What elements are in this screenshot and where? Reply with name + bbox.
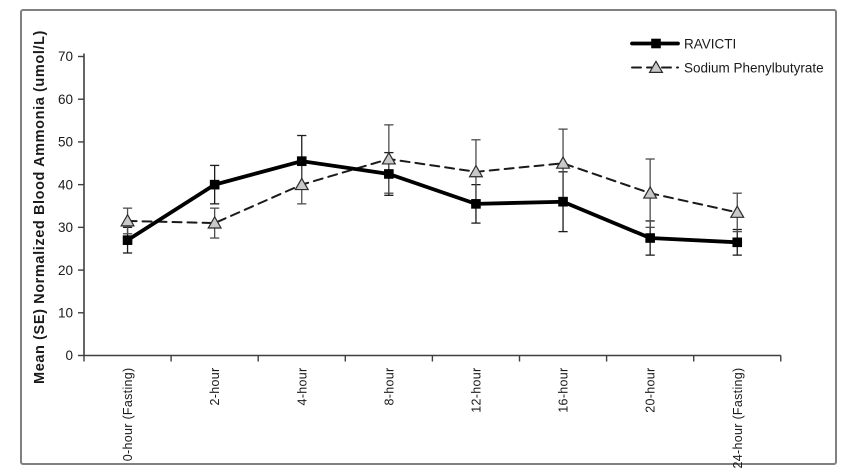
ravicti-marker — [209, 179, 220, 190]
sodium-phenylbutyrate-marker — [381, 151, 397, 165]
y-tick-label: 10 — [58, 305, 73, 320]
y-tick-label: 40 — [58, 177, 73, 192]
sodium-phenylbutyrate-marker — [207, 215, 223, 229]
y-tick-label: 70 — [58, 49, 73, 64]
x-category-label: 24-hour (Fasting) — [731, 368, 745, 469]
ravicti-line — [125, 159, 740, 245]
sodium-phenylbutyrate-line — [126, 157, 739, 225]
y-tick-label: 0 — [65, 348, 73, 363]
sodium-phenylbutyrate-marker — [642, 185, 658, 199]
y-tick-label: 20 — [58, 263, 73, 278]
y-axis-title: Mean (SE) Normalized Blood Ammonia (umol… — [32, 30, 48, 384]
x-category-label: 0-hour (Fasting) — [121, 368, 135, 462]
legend-item-sodium-phenylbutyrate: Sodium Phenylbutyrate — [631, 60, 824, 76]
ravicti-marker — [645, 233, 655, 243]
sodium-phenylbutyrate-marker — [294, 177, 310, 191]
sodium-phenylbutyrate-marker — [729, 205, 745, 218]
ravicti-marker — [558, 196, 568, 207]
y-tick-label: 50 — [58, 135, 73, 150]
x-category-label: 16-hour — [557, 368, 571, 413]
figure-border — [20, 9, 837, 465]
y-tick-label: 30 — [58, 220, 73, 235]
sodium-phenylbutyrate-marker — [555, 155, 571, 169]
legend-item-ravicti: RAVICTI — [630, 37, 736, 52]
sodium-phenylbutyrate-marker — [468, 164, 484, 178]
legend-label: RAVICTI — [684, 37, 736, 52]
legend: RAVICTI Sodium Phenylbutyrate — [630, 37, 824, 76]
sodium-phenylbutyrate-markers — [120, 151, 745, 229]
ravicti-marker — [384, 169, 394, 179]
ravicti-markers — [122, 156, 743, 248]
sodium-phenylbutyrate-marker — [120, 213, 135, 227]
ravicti-marker — [471, 199, 481, 209]
x-category-label: 12-hour — [469, 368, 483, 413]
ravicti-marker — [122, 235, 133, 245]
sodium-phenylbutyrate-legend-marker — [648, 60, 664, 74]
ravicti-marker — [732, 237, 743, 248]
ravicti-legend-marker — [651, 38, 661, 49]
x-category-label: 2-hour — [208, 368, 222, 406]
legend-label: Sodium Phenylbutyrate — [684, 61, 824, 76]
x-category-label: 8-hour — [382, 368, 396, 406]
ravicti-marker — [296, 156, 307, 166]
x-category-label: 20-hour — [644, 368, 658, 413]
y-tick-label: 60 — [58, 92, 73, 107]
x-category-label: 4-hour — [295, 368, 309, 406]
